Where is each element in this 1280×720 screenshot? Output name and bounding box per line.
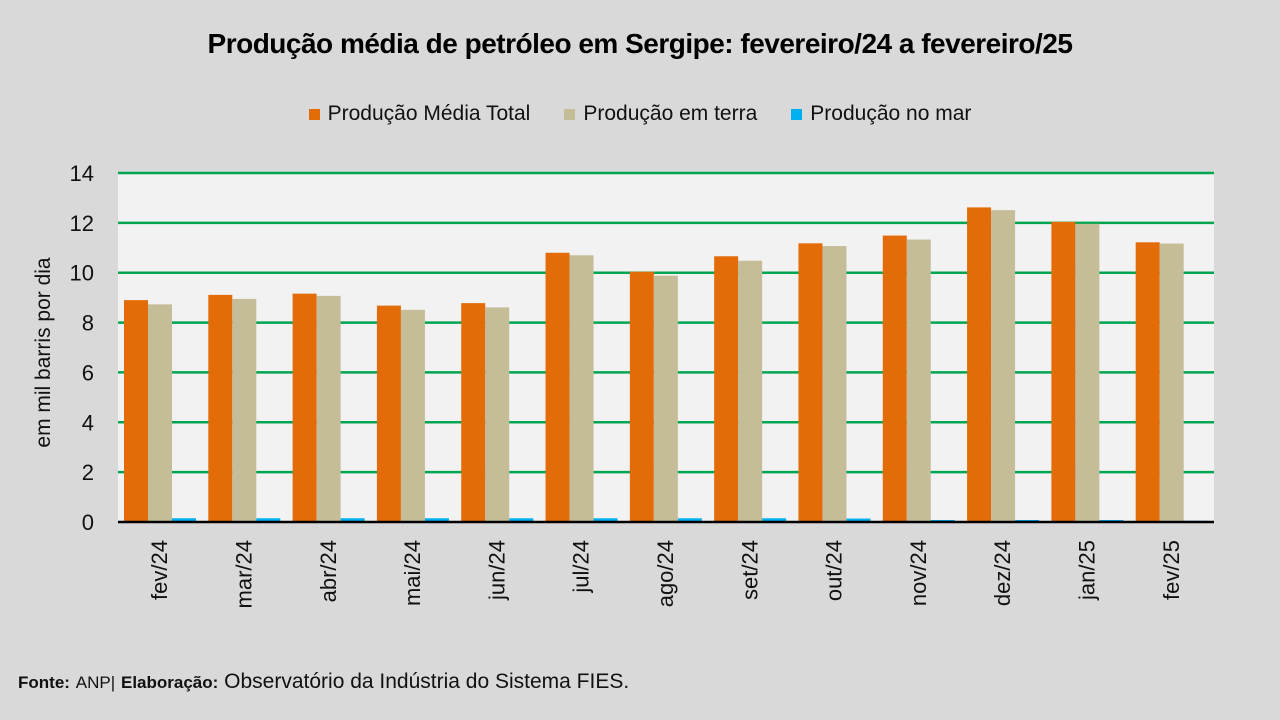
bar-mar [593,518,618,522]
source-value: ANP| [75,673,116,692]
x-tick-label: mar/24 [231,540,256,608]
x-tick-label: jul/24 [569,540,594,594]
x-tick-label: fev/24 [147,540,172,600]
y-tick-label: 2 [82,460,94,485]
x-tick-label: abr/24 [316,540,341,602]
bar-mar [256,518,281,522]
y-tick-label: 14 [70,161,94,186]
elaboration-label: Elaboração: [121,673,219,692]
x-tick-label: dez/24 [990,540,1015,606]
legend-label-terra: Produção em terra [583,102,758,125]
bar-mar [762,518,787,522]
bar-terra [569,255,594,522]
bar-total [629,271,654,522]
bar-terra [991,210,1016,523]
bar-terra [148,304,172,522]
y-tick-label: 6 [82,360,94,385]
legend-label-total: Produção Média Total [327,102,531,125]
legend-swatch-total [308,108,320,120]
bar-total [545,252,570,522]
y-axis-label: em mil barris por dia [32,257,55,448]
bar-terra [232,298,257,522]
legend-item-total: Produção Média Total [308,102,531,126]
bar-total [1051,221,1076,523]
y-tick-label: 12 [70,211,94,236]
bar-mar [509,518,534,522]
elaboration-value: Observatório da Indústria do Sistema FIE… [224,670,630,693]
x-tick-labels: fev/24 mar/24 abr/24 mai/24 jun/24 jul/24 ago/… [147,540,1184,608]
bar-total [292,293,317,522]
bar-terra [316,295,341,522]
legend: Produção Média Total Produção em terra P… [0,102,1280,126]
bar-total [461,303,486,522]
x-tick-label: jan/25 [1075,540,1100,601]
source-label: Fonte: [18,673,70,692]
x-tick-label: fev/25 [1159,540,1184,600]
bar-mar [340,518,365,522]
y-tick-label: 4 [82,410,94,435]
bar-total [124,300,148,522]
legend-label-mar: Produção no mar [810,102,972,125]
bars [124,207,1208,523]
bar-terra [485,307,510,522]
legend-swatch-terra [564,108,576,120]
y-tick-label: 0 [82,510,94,535]
bar-terra [738,260,763,522]
bar-total [967,207,992,522]
y-tick-label: 8 [82,311,94,336]
bar-total [208,294,233,522]
x-tick-label: mai/24 [400,540,425,606]
bar-mar [677,518,702,522]
bar-mar [846,518,871,522]
bar-total [1135,242,1160,522]
bar-terra [822,246,847,522]
x-tick-label: ago/24 [653,540,678,607]
x-tick-label: set/24 [737,540,762,600]
bar-terra [1159,243,1184,522]
y-tick-labels: 0 2 4 6 8 10 12 14 [70,161,94,535]
legend-swatch-mar [791,108,803,120]
y-tick-label: 10 [70,261,94,286]
legend-item-terra: Produção em terra [564,102,757,126]
x-tick-label: out/24 [822,540,847,601]
bar-total [376,305,401,522]
x-tick-label: jun/24 [484,540,509,601]
bar-terra [906,239,931,523]
chart-title: Produção média de petróleo em Sergipe: f… [207,28,1073,59]
bar-mar [424,518,449,522]
bar-terra [653,275,678,522]
x-tick-label: nov/24 [906,540,931,606]
legend-item-mar: Produção no mar [791,102,971,126]
bar-mar [172,518,196,522]
bar-terra [1075,223,1100,522]
bar-total [882,235,907,522]
bar-total [798,243,823,522]
bar-terra [400,309,425,522]
bar-total [714,256,739,522]
footer: Fonte: ANP| Elaboração: Observatório da … [18,670,629,694]
